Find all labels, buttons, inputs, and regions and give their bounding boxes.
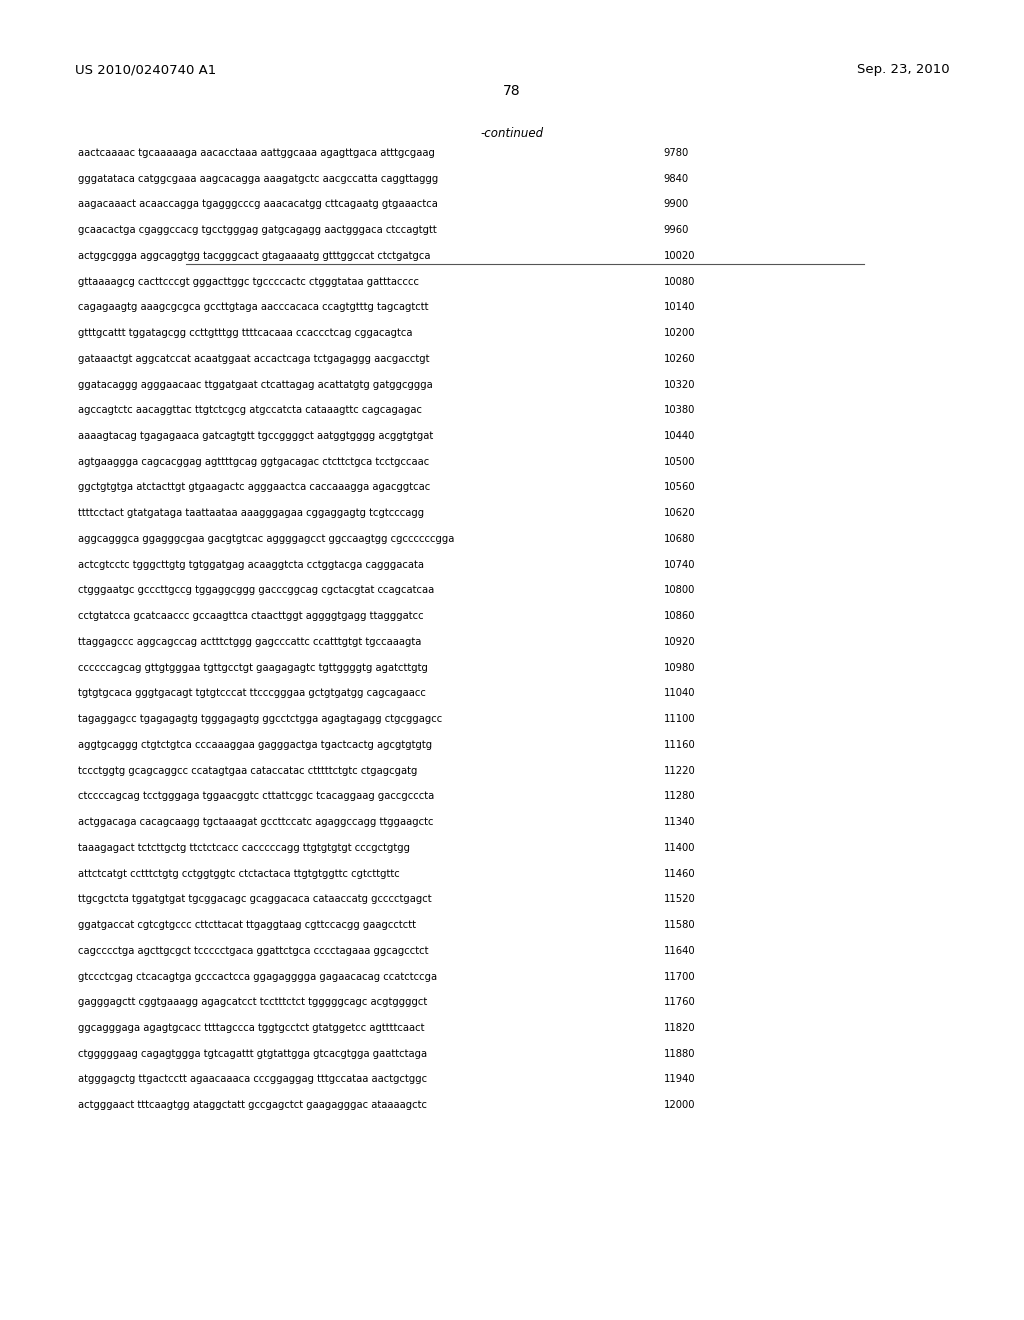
- Text: taaagagact tctcttgctg ttctctcacc cacccccagg ttgtgtgtgt cccgctgtgg: taaagagact tctcttgctg ttctctcacc caccccc…: [78, 842, 410, 853]
- Text: 11400: 11400: [664, 842, 695, 853]
- Text: 10560: 10560: [664, 482, 695, 492]
- Text: tagaggagcc tgagagagtg tgggagagtg ggcctctgga agagtagagg ctgcggagcc: tagaggagcc tgagagagtg tgggagagtg ggcctct…: [78, 714, 442, 725]
- Text: gagggagctt cggtgaaagg agagcatcct tcctttctct tgggggcagc acgtggggct: gagggagctt cggtgaaagg agagcatcct tcctttc…: [78, 998, 427, 1007]
- Text: 11220: 11220: [664, 766, 695, 776]
- Text: 11700: 11700: [664, 972, 695, 982]
- Text: 11340: 11340: [664, 817, 695, 828]
- Text: 78: 78: [503, 84, 521, 99]
- Text: 10680: 10680: [664, 533, 695, 544]
- Text: ccccccagcag gttgtgggaa tgttgcctgt gaagagagtc tgttggggtg agatcttgtg: ccccccagcag gttgtgggaa tgttgcctgt gaagag…: [78, 663, 428, 673]
- Text: agtgaaggga cagcacggag agttttgcag ggtgacagac ctcttctgca tcctgccaac: agtgaaggga cagcacggag agttttgcag ggtgaca…: [78, 457, 429, 467]
- Text: gttaaaagcg cacttcccgt gggacttggc tgccccactc ctgggtataa gatttacccc: gttaaaagcg cacttcccgt gggacttggc tgcccca…: [78, 277, 419, 286]
- Text: ttgcgctcta tggatgtgat tgcggacagc gcaggacaca cataaccatg gcccctgagct: ttgcgctcta tggatgtgat tgcggacagc gcaggac…: [78, 895, 431, 904]
- Text: US 2010/0240740 A1: US 2010/0240740 A1: [75, 63, 216, 77]
- Text: ctgggaatgc gcccttgccg tggaggcggg gacccggcag cgctacgtat ccagcatcaa: ctgggaatgc gcccttgccg tggaggcggg gacccgg…: [78, 586, 434, 595]
- Text: 10320: 10320: [664, 380, 695, 389]
- Text: gggatataca catggcgaaa aagcacagga aaagatgctc aacgccatta caggttaggg: gggatataca catggcgaaa aagcacagga aaagatg…: [78, 173, 438, 183]
- Text: 10500: 10500: [664, 457, 695, 467]
- Text: 11880: 11880: [664, 1048, 695, 1059]
- Text: 10140: 10140: [664, 302, 695, 313]
- Text: 10440: 10440: [664, 430, 695, 441]
- Text: ggatacaggg agggaacaac ttggatgaat ctcattagag acattatgtg gatggcggga: ggatacaggg agggaacaac ttggatgaat ctcatta…: [78, 380, 432, 389]
- Text: 10200: 10200: [664, 327, 695, 338]
- Text: 10860: 10860: [664, 611, 695, 622]
- Text: 11520: 11520: [664, 895, 695, 904]
- Text: actggcggga aggcaggtgg tacgggcact gtagaaaatg gtttggccat ctctgatgca: actggcggga aggcaggtgg tacgggcact gtagaaa…: [78, 251, 430, 261]
- Text: Sep. 23, 2010: Sep. 23, 2010: [857, 63, 949, 77]
- Text: 9840: 9840: [664, 173, 689, 183]
- Text: gtccctcgag ctcacagtga gcccactcca ggagagggga gagaacacag ccatctccga: gtccctcgag ctcacagtga gcccactcca ggagagg…: [78, 972, 437, 982]
- Text: gcaacactga cgaggccacg tgcctgggag gatgcagagg aactgggaca ctccagtgtt: gcaacactga cgaggccacg tgcctgggag gatgcag…: [78, 224, 436, 235]
- Text: 11940: 11940: [664, 1074, 695, 1085]
- Text: agccagtctc aacaggttac ttgtctcgcg atgccatcta cataaagttc cagcagagac: agccagtctc aacaggttac ttgtctcgcg atgccat…: [78, 405, 422, 416]
- Text: ttaggagccc aggcagccag actttctggg gagcccattc ccatttgtgt tgccaaagta: ttaggagccc aggcagccag actttctggg gagccca…: [78, 636, 421, 647]
- Text: aggcagggca ggagggcgaa gacgtgtcac aggggagcct ggccaagtgg cgccccccgga: aggcagggca ggagggcgaa gacgtgtcac aggggag…: [78, 533, 455, 544]
- Text: 10020: 10020: [664, 251, 695, 261]
- Text: aagacaaact acaaccagga tgagggcccg aaacacatgg cttcagaatg gtgaaactca: aagacaaact acaaccagga tgagggcccg aaacaca…: [78, 199, 437, 210]
- Text: 10080: 10080: [664, 277, 695, 286]
- Text: 10740: 10740: [664, 560, 695, 570]
- Text: 11640: 11640: [664, 945, 695, 956]
- Text: 11760: 11760: [664, 998, 695, 1007]
- Text: ggatgaccat cgtcgtgccc cttcttacat ttgaggtaag cgttccacgg gaagcctctt: ggatgaccat cgtcgtgccc cttcttacat ttgaggt…: [78, 920, 416, 931]
- Text: ttttcctact gtatgataga taattaataa aaagggagaa cggaggagtg tcgtcccagg: ttttcctact gtatgataga taattaataa aaaggga…: [78, 508, 424, 519]
- Text: 9960: 9960: [664, 224, 689, 235]
- Text: cagcccctga agcttgcgct tccccctgaca ggattctgca cccctagaaa ggcagcctct: cagcccctga agcttgcgct tccccctgaca ggattc…: [78, 945, 428, 956]
- Text: aggtgcaggg ctgtctgtca cccaaaggaa gagggactga tgactcactg agcgtgtgtg: aggtgcaggg ctgtctgtca cccaaaggaa gagggac…: [78, 739, 432, 750]
- Text: 11280: 11280: [664, 791, 695, 801]
- Text: ggctgtgtga atctacttgt gtgaagactc agggaactca caccaaagga agacggtcac: ggctgtgtga atctacttgt gtgaagactc agggaac…: [78, 482, 430, 492]
- Text: cagagaagtg aaagcgcgca gccttgtaga aacccacaca ccagtgtttg tagcagtctt: cagagaagtg aaagcgcgca gccttgtaga aacccac…: [78, 302, 428, 313]
- Text: 10800: 10800: [664, 586, 695, 595]
- Text: actgggaact tttcaagtgg ataggctatt gccgagctct gaagagggac ataaaagctc: actgggaact tttcaagtgg ataggctatt gccgagc…: [78, 1101, 427, 1110]
- Text: 11580: 11580: [664, 920, 695, 931]
- Text: ctccccagcag tcctgggaga tggaacggtc cttattcggc tcacaggaag gaccgcccta: ctccccagcag tcctgggaga tggaacggtc cttatt…: [78, 791, 434, 801]
- Text: gtttgcattt tggatagcgg ccttgtttgg ttttcacaaa ccaccctcag cggacagtca: gtttgcattt tggatagcgg ccttgtttgg ttttcac…: [78, 327, 413, 338]
- Text: 10260: 10260: [664, 354, 695, 364]
- Text: -continued: -continued: [480, 127, 544, 140]
- Text: actcgtcctc tgggcttgtg tgtggatgag acaaggtcta cctggtacga cagggacata: actcgtcctc tgggcttgtg tgtggatgag acaaggt…: [78, 560, 424, 570]
- Text: ctgggggaag cagagtggga tgtcagattt gtgtattgga gtcacgtgga gaattctaga: ctgggggaag cagagtggga tgtcagattt gtgtatt…: [78, 1048, 427, 1059]
- Text: 9900: 9900: [664, 199, 689, 210]
- Text: tgtgtgcaca gggtgacagt tgtgtcccat ttcccgggaa gctgtgatgg cagcagaacc: tgtgtgcaca gggtgacagt tgtgtcccat ttcccgg…: [78, 689, 426, 698]
- Text: cctgtatcca gcatcaaccc gccaagttca ctaacttggt aggggtgagg ttagggatcc: cctgtatcca gcatcaaccc gccaagttca ctaactt…: [78, 611, 424, 622]
- Text: 10920: 10920: [664, 636, 695, 647]
- Text: actggacaga cacagcaagg tgctaaagat gccttccatc agaggccagg ttggaagctc: actggacaga cacagcaagg tgctaaagat gccttcc…: [78, 817, 433, 828]
- Text: 11100: 11100: [664, 714, 695, 725]
- Text: 9780: 9780: [664, 148, 689, 158]
- Text: ggcagggaga agagtgcacc ttttagccca tggtgcctct gtatggetcc agttttcaact: ggcagggaga agagtgcacc ttttagccca tggtgcc…: [78, 1023, 424, 1034]
- Text: 10380: 10380: [664, 405, 695, 416]
- Text: 10620: 10620: [664, 508, 695, 519]
- Text: gataaactgt aggcatccat acaatggaat accactcaga tctgagaggg aacgacctgt: gataaactgt aggcatccat acaatggaat accactc…: [78, 354, 429, 364]
- Text: 12000: 12000: [664, 1101, 695, 1110]
- Text: attctcatgt cctttctgtg cctggtggtc ctctactaca ttgtgtggttc cgtcttgttc: attctcatgt cctttctgtg cctggtggtc ctctact…: [78, 869, 399, 879]
- Text: aactcaaaac tgcaaaaaga aacacctaaa aattggcaaa agagttgaca atttgcgaag: aactcaaaac tgcaaaaaga aacacctaaa aattggc…: [78, 148, 435, 158]
- Text: 10980: 10980: [664, 663, 695, 673]
- Text: 11460: 11460: [664, 869, 695, 879]
- Text: 11820: 11820: [664, 1023, 695, 1034]
- Text: tccctggtg gcagcaggcc ccatagtgaa cataccatac ctttttctgtc ctgagcgatg: tccctggtg gcagcaggcc ccatagtgaa cataccat…: [78, 766, 417, 776]
- Text: aaaagtacag tgagagaaca gatcagtgtt tgccggggct aatggtgggg acggtgtgat: aaaagtacag tgagagaaca gatcagtgtt tgccggg…: [78, 430, 433, 441]
- Text: atgggagctg ttgactcctt agaacaaaca cccggaggag tttgccataa aactgctggc: atgggagctg ttgactcctt agaacaaaca cccggag…: [78, 1074, 427, 1085]
- Text: 11160: 11160: [664, 739, 695, 750]
- Text: 11040: 11040: [664, 689, 695, 698]
